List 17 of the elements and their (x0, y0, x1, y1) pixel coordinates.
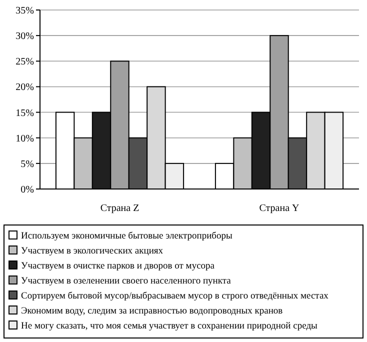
y-tick-label: 10% (16, 133, 34, 144)
legend-label: Не могу сказать, что моя семья участвует в сохранении природной среды (21, 321, 318, 332)
legend-label: Экономим воду, следим за исправностью водопроводных кранов (21, 306, 284, 316)
y-tick-label: 5% (20, 158, 34, 170)
x-tick-label: Страна Y (259, 203, 300, 214)
legend-label: Участвуем в озеленении своего населенного пункта (21, 276, 232, 286)
legend-label: Используем экономичные бытовые электроприборы (21, 231, 234, 242)
y-tick-label: 20% (16, 82, 34, 94)
y-tick-label: 30% (16, 31, 34, 42)
y-tick-label: 0% (20, 184, 34, 196)
y-tick-label: 25% (16, 56, 34, 68)
x-tick-label: Страна Z (100, 203, 140, 214)
legend-label: Участвуем в очистке парков и дворов от мусора (21, 261, 216, 272)
legend-label: Участвуем в экологических акциях (21, 246, 164, 256)
y-tick-label: 15% (16, 108, 34, 119)
legend-label: Сортируем бытовой мусор/выбрасываем мусор в строго отведённых местах (21, 291, 329, 302)
y-tick-label: 35% (16, 6, 34, 16)
